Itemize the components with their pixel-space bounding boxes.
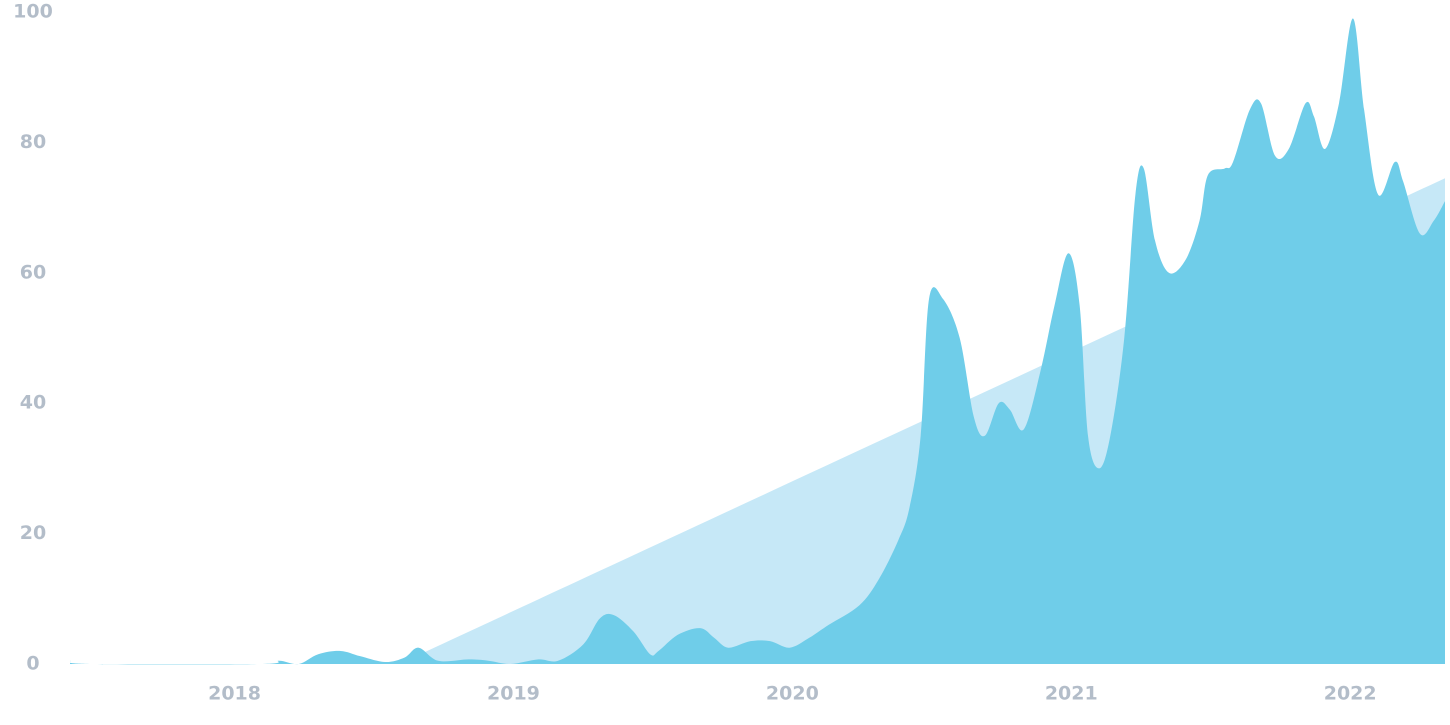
y-tick-label: 20 [20,522,46,544]
x-tick-label: 2018 [208,683,261,705]
y-tick-label: 100 [13,1,53,23]
x-tick-label: 2021 [1045,683,1098,705]
y-tick-label: 40 [20,392,46,414]
x-tick-label: 2022 [1324,683,1377,705]
plot-area [70,18,1445,665]
y-tick-label: 60 [20,261,46,283]
y-tick-label: 80 [20,131,46,153]
x-tick-label: 2020 [766,683,819,705]
x-tick-label: 2019 [487,683,540,705]
area [70,18,1445,665]
y-tick-label: 0 [26,653,39,675]
